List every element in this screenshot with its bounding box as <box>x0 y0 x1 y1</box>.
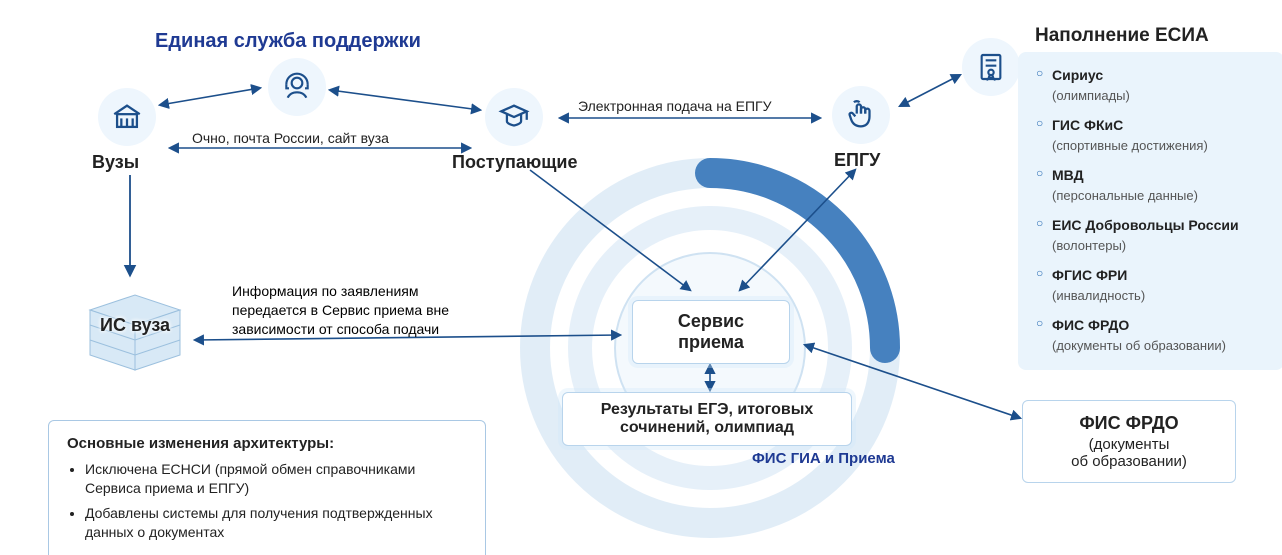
diagram-canvas: Единая служба поддержки Вузы Поступающие <box>0 0 1282 555</box>
edge-label-line: зависимости от способа подачи <box>232 320 449 339</box>
esia-item: Сириус (олимпиады) <box>1036 66 1268 106</box>
esia-item: ФГИС ФРИ (инвалидность) <box>1036 266 1268 306</box>
esia-item: ФИС ФРДО (документы об образовании) <box>1036 316 1268 356</box>
node-esia-doc <box>962 38 1020 96</box>
changes-item: Добавлены системы для получения подтверж… <box>85 504 467 542</box>
esia-item-sub: (документы об образовании) <box>1052 338 1226 353</box>
edge-label-line: передается в Сервис приема вне <box>232 301 449 320</box>
esia-item-title: Сириус <box>1052 67 1103 83</box>
changes-item: Исключена ЕСНСИ (прямой обмен справочник… <box>85 460 467 498</box>
esia-list: Сириус (олимпиады) ГИС ФКиС (спортивные … <box>1036 66 1268 356</box>
node-service-subtitle: приема <box>651 332 771 353</box>
node-is-vuza-label: ИС вуза <box>100 315 170 336</box>
esia-item-title: МВД <box>1052 167 1084 183</box>
certificate-icon <box>962 38 1020 96</box>
node-frdo-title: ФИС ФРДО <box>1039 413 1219 434</box>
node-epgu <box>832 86 890 144</box>
hand-touch-icon <box>832 86 890 144</box>
node-applicants <box>485 88 543 146</box>
edge-label-applicants-epgu: Электронная подача на ЕПГУ <box>578 98 772 114</box>
node-frdo-sub1: (документы <box>1039 436 1219 453</box>
node-frdo-sub2: об образовании) <box>1039 453 1219 470</box>
node-support <box>268 58 326 116</box>
support-title: Единая служба поддержки <box>155 30 421 53</box>
edge-label-isvuza-service: Информация по заявлениям передается в Се… <box>232 282 449 339</box>
esia-item-title: ФИС ФРДО <box>1052 317 1129 333</box>
node-epgu-label: ЕПГУ <box>834 150 880 171</box>
edge-label-line: Информация по заявлениям <box>232 282 449 301</box>
node-vuzy <box>98 88 156 146</box>
esia-panel: Сириус (олимпиады) ГИС ФКиС (спортивные … <box>1018 52 1282 370</box>
fis-gia-label: ФИС ГИА и Приема <box>752 450 895 467</box>
esia-item-sub: (спортивные достижения) <box>1052 138 1208 153</box>
university-icon <box>98 88 156 146</box>
node-service: Сервис приема <box>632 300 790 364</box>
changes-list: Исключена ЕСНСИ (прямой обмен справочник… <box>67 460 467 542</box>
esia-item-sub: (персональные данные) <box>1052 188 1198 203</box>
node-results-line2: сочинений, олимпиад <box>577 419 837 437</box>
node-service-title: Сервис <box>651 311 771 332</box>
graduate-icon <box>485 88 543 146</box>
changes-heading: Основные изменения архитектуры: <box>67 435 467 452</box>
esia-item-title: ГИС ФКиС <box>1052 117 1123 133</box>
node-results: Результаты ЕГЭ, итоговых сочинений, олим… <box>562 392 852 446</box>
esia-item-title: ФГИС ФРИ <box>1052 267 1127 283</box>
esia-item: ГИС ФКиС (спортивные достижения) <box>1036 116 1268 156</box>
esia-item-title: ЕИС Добровольцы России <box>1052 217 1239 233</box>
esia-item-sub: (инвалидность) <box>1052 288 1145 303</box>
changes-box: Основные изменения архитектуры: Исключен… <box>48 420 486 555</box>
esia-item-sub: (олимпиады) <box>1052 88 1130 103</box>
esia-item-sub: (волонтеры) <box>1052 238 1126 253</box>
node-frdo: ФИС ФРДО (документы об образовании) <box>1022 400 1236 483</box>
node-vuzy-label: Вузы <box>92 152 139 173</box>
edge-label-vuzy-applicants: Очно, почта России, сайт вуза <box>192 130 389 146</box>
esia-item: МВД (персональные данные) <box>1036 166 1268 206</box>
node-applicants-label: Поступающие <box>452 152 578 173</box>
esia-item: ЕИС Добровольцы России (волонтеры) <box>1036 216 1268 256</box>
headset-icon <box>268 58 326 116</box>
esia-header: Наполнение ЕСИА <box>1035 25 1209 47</box>
node-results-line1: Результаты ЕГЭ, итоговых <box>577 401 837 419</box>
